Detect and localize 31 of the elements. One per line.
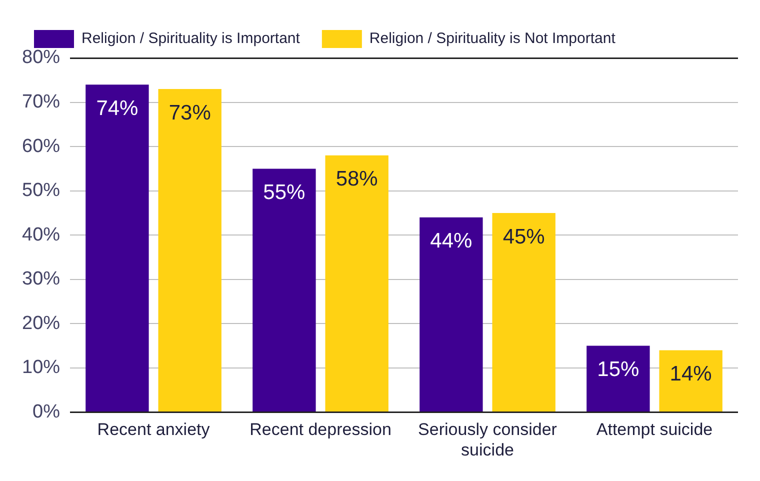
y-tick-label: 0% <box>32 401 60 422</box>
bar <box>659 350 722 412</box>
x-tick-label: Seriously consider suicide <box>418 420 558 460</box>
x-tick-label: Recent anxiety <box>97 420 210 440</box>
bar <box>325 155 388 412</box>
x-tick-label: Attempt suicide <box>596 420 713 440</box>
y-tick-label: 50% <box>22 180 60 202</box>
data-label: 45% <box>502 225 545 248</box>
x-tick-label: Recent depression <box>250 420 392 440</box>
data-label: 44% <box>430 230 472 253</box>
data-label: 14% <box>670 362 712 386</box>
y-tick-label: 30% <box>22 268 60 290</box>
legend-label: Religion / Spirituality is Not Important <box>369 30 616 48</box>
legend-label: Religion / Spirituality is Important <box>82 30 301 48</box>
data-label: 73% <box>168 101 211 124</box>
y-tick-label: 20% <box>22 312 60 334</box>
bar <box>420 217 483 412</box>
y-tick-label: 80% <box>22 47 60 68</box>
y-tick-label: 40% <box>22 224 60 246</box>
bar <box>158 88 222 412</box>
y-tick-label: 10% <box>22 357 60 378</box>
data-label: 74% <box>96 96 138 120</box>
data-label: 15% <box>597 358 640 382</box>
y-tick-label: 60% <box>22 136 60 157</box>
data-label: 55% <box>263 180 306 204</box>
bar <box>252 168 316 412</box>
bar <box>492 212 556 412</box>
data-label: 58% <box>336 168 378 191</box>
bar <box>86 84 149 412</box>
y-tick-label: 70% <box>22 92 60 113</box>
bar <box>586 346 650 412</box>
